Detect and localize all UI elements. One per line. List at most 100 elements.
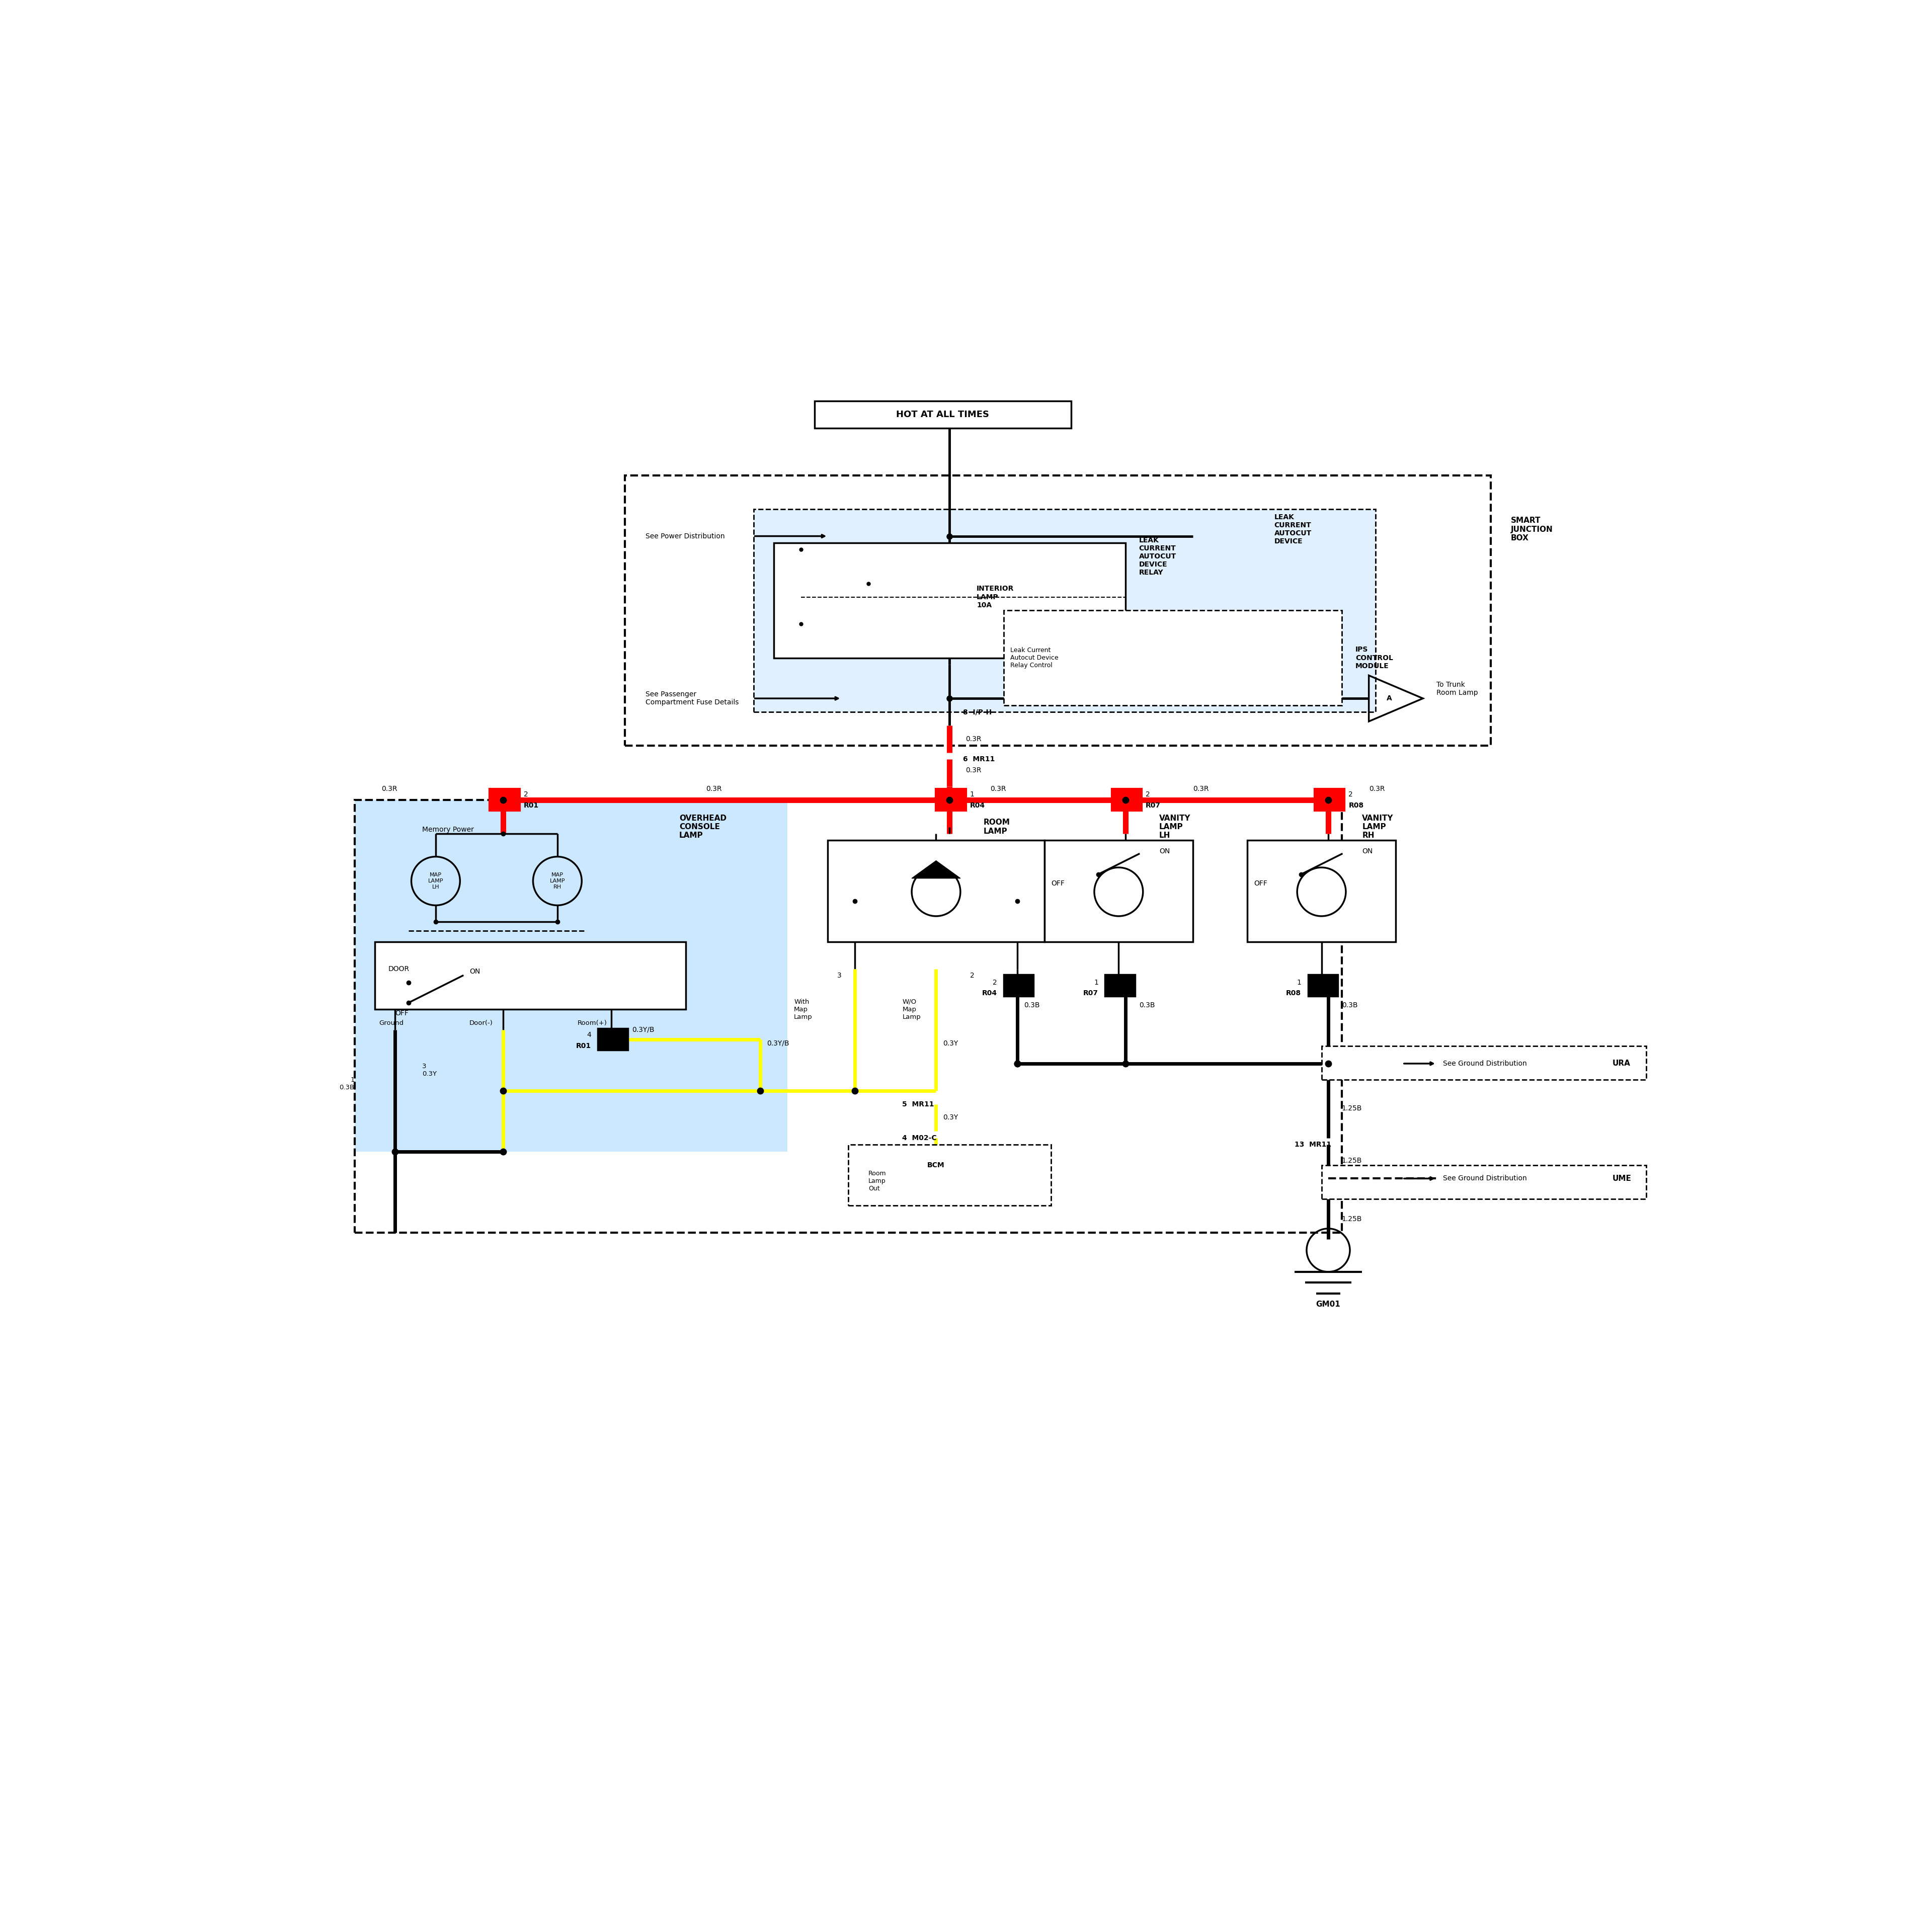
Text: To Trunk
Room Lamp: To Trunk Room Lamp <box>1435 682 1478 697</box>
Text: See Ground Distribution: See Ground Distribution <box>1443 1061 1526 1066</box>
FancyBboxPatch shape <box>1308 974 1337 997</box>
FancyBboxPatch shape <box>1105 974 1134 997</box>
FancyBboxPatch shape <box>1003 611 1341 705</box>
Text: See Power Distribution: See Power Distribution <box>645 533 725 539</box>
Text: BCM: BCM <box>927 1161 945 1169</box>
Text: 4: 4 <box>587 1032 591 1039</box>
FancyBboxPatch shape <box>1314 788 1345 811</box>
Text: 0.3B: 0.3B <box>1341 1003 1358 1009</box>
Text: 1: 1 <box>1094 980 1097 985</box>
Text: With
Map
Lamp: With Map Lamp <box>794 999 813 1020</box>
Text: IPS
CONTROL
MODULE: IPS CONTROL MODULE <box>1354 645 1393 670</box>
Text: 2: 2 <box>970 972 974 980</box>
Text: R04: R04 <box>970 802 985 810</box>
Text: R01: R01 <box>524 802 539 810</box>
Text: Room(+): Room(+) <box>578 1020 607 1026</box>
Polygon shape <box>912 862 960 879</box>
FancyBboxPatch shape <box>599 1028 628 1051</box>
Text: 6  MR11: 6 MR11 <box>962 755 995 763</box>
Text: 5  MR11: 5 MR11 <box>902 1101 935 1107</box>
Text: Leak Current
Autocut Device
Relay Control: Leak Current Autocut Device Relay Contro… <box>1010 647 1059 668</box>
Text: URA: URA <box>1611 1061 1631 1066</box>
Text: 13  MR11: 13 MR11 <box>1294 1142 1331 1148</box>
FancyBboxPatch shape <box>1003 974 1034 997</box>
Text: 1.25B: 1.25B <box>1341 1105 1362 1111</box>
Text: R08: R08 <box>1349 802 1364 810</box>
FancyBboxPatch shape <box>491 788 520 811</box>
Text: 0.3Y: 0.3Y <box>943 1115 958 1121</box>
Text: OFF: OFF <box>394 1010 408 1016</box>
Text: 0.3R: 0.3R <box>966 736 981 742</box>
Text: Ground: Ground <box>379 1020 404 1026</box>
Text: Room
Lamp
Out: Room Lamp Out <box>867 1171 887 1192</box>
Text: ON: ON <box>1362 848 1374 854</box>
Text: See Passenger
Compartment Fuse Details: See Passenger Compartment Fuse Details <box>645 692 738 705</box>
Text: 1: 1 <box>970 790 974 798</box>
Text: ROOM
LAMP: ROOM LAMP <box>983 819 1010 835</box>
FancyBboxPatch shape <box>1321 1165 1646 1198</box>
Text: OFF: OFF <box>1051 881 1065 887</box>
FancyBboxPatch shape <box>1111 788 1142 811</box>
Text: 0.3Y: 0.3Y <box>943 1039 958 1047</box>
Text: 1.25B: 1.25B <box>1341 1215 1362 1223</box>
Text: 0.3B: 0.3B <box>1024 1003 1039 1009</box>
Text: R04: R04 <box>981 989 997 997</box>
Text: OVERHEAD
CONSOLE
LAMP: OVERHEAD CONSOLE LAMP <box>678 815 726 838</box>
Text: 0.3R: 0.3R <box>1368 786 1385 792</box>
Text: 2: 2 <box>1349 790 1352 798</box>
Text: SMART
JUNCTION
BOX: SMART JUNCTION BOX <box>1511 518 1553 541</box>
Text: MAP
LAMP
RH: MAP LAMP RH <box>551 873 564 889</box>
Text: R07: R07 <box>1146 802 1161 810</box>
Text: 8  I/P-H: 8 I/P-H <box>962 709 991 715</box>
FancyBboxPatch shape <box>355 800 786 1151</box>
FancyBboxPatch shape <box>935 788 966 811</box>
Text: See Ground Distribution: See Ground Distribution <box>1443 1175 1526 1182</box>
Text: 0.3R: 0.3R <box>1192 786 1209 792</box>
Text: 0.3Y/B: 0.3Y/B <box>767 1039 790 1047</box>
Text: 0.3B: 0.3B <box>1138 1003 1155 1009</box>
Text: VANITY
LAMP
LH: VANITY LAMP LH <box>1159 815 1190 838</box>
Text: 3: 3 <box>837 972 840 980</box>
Text: 4  M02-C: 4 M02-C <box>902 1134 937 1142</box>
Text: VANITY
LAMP
RH: VANITY LAMP RH <box>1362 815 1393 838</box>
FancyBboxPatch shape <box>753 510 1376 713</box>
Text: 2: 2 <box>993 980 997 985</box>
Text: 0.3R: 0.3R <box>707 786 723 792</box>
Text: MAP
LAMP
LH: MAP LAMP LH <box>429 873 442 889</box>
Text: 0.3Y/B: 0.3Y/B <box>632 1026 655 1034</box>
Text: 1
0.3B: 1 0.3B <box>340 1076 355 1092</box>
Text: 2: 2 <box>1146 790 1150 798</box>
Text: Door(-): Door(-) <box>469 1020 493 1026</box>
Text: R08: R08 <box>1287 989 1300 997</box>
FancyBboxPatch shape <box>1248 840 1395 943</box>
Text: UME: UME <box>1611 1175 1631 1182</box>
Text: DOOR: DOOR <box>388 966 410 972</box>
Text: LEAK
CURRENT
AUTOCUT
DEVICE: LEAK CURRENT AUTOCUT DEVICE <box>1273 514 1312 545</box>
FancyBboxPatch shape <box>1321 1045 1646 1080</box>
Text: HOT AT ALL TIMES: HOT AT ALL TIMES <box>896 410 989 419</box>
Text: W/O
Map
Lamp: W/O Map Lamp <box>902 999 922 1020</box>
Text: GM01: GM01 <box>1316 1300 1341 1308</box>
Text: 1.25B: 1.25B <box>1341 1157 1362 1165</box>
Text: INTERIOR
LAMP
10A: INTERIOR LAMP 10A <box>976 585 1014 609</box>
Text: 3
0.3Y: 3 0.3Y <box>421 1063 437 1078</box>
Text: 1: 1 <box>1296 980 1300 985</box>
Text: 0.3R: 0.3R <box>966 767 981 773</box>
FancyBboxPatch shape <box>1043 840 1192 943</box>
FancyBboxPatch shape <box>827 840 1043 943</box>
FancyBboxPatch shape <box>848 1144 1051 1206</box>
FancyBboxPatch shape <box>773 543 1124 659</box>
Text: ON: ON <box>469 968 481 976</box>
Text: R01: R01 <box>576 1043 591 1049</box>
FancyBboxPatch shape <box>815 402 1070 429</box>
Text: 2: 2 <box>524 790 527 798</box>
FancyBboxPatch shape <box>375 943 686 1009</box>
Text: R07: R07 <box>1084 989 1097 997</box>
Text: OFF: OFF <box>1254 881 1267 887</box>
Text: 0.3R: 0.3R <box>381 786 398 792</box>
Text: A: A <box>1387 696 1391 701</box>
Text: Memory Power: Memory Power <box>421 827 473 833</box>
Text: ON: ON <box>1159 848 1171 854</box>
Text: LEAK
CURRENT
AUTOCUT
DEVICE
RELAY: LEAK CURRENT AUTOCUT DEVICE RELAY <box>1138 537 1177 576</box>
Text: 0.3R: 0.3R <box>989 786 1007 792</box>
